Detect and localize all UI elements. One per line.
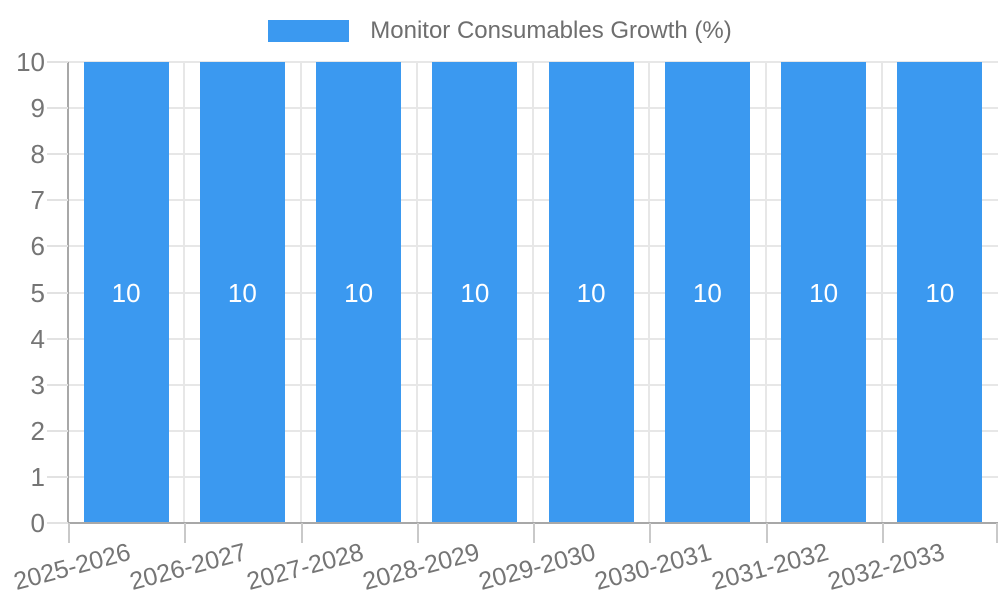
bar-value-label: 10	[344, 277, 374, 308]
bar-value-label: 10	[460, 277, 490, 308]
y-axis-tick-label: 4	[30, 323, 45, 354]
vertical-gridline	[880, 62, 883, 523]
x-axis-tick	[765, 523, 768, 543]
vertical-gridline	[648, 62, 651, 523]
legend-label: Monitor Consumables Growth (%)	[370, 17, 732, 44]
y-axis-tick	[47, 291, 68, 294]
bar[interactable]	[781, 62, 867, 523]
x-axis-tick	[300, 523, 303, 543]
bar-value-label: 10	[227, 277, 257, 308]
x-axis-tick	[649, 523, 652, 543]
y-axis-tick-label: 6	[30, 231, 45, 262]
legend-swatch	[268, 20, 350, 42]
bar[interactable]	[199, 62, 285, 523]
y-axis-tick-label: 0	[30, 508, 45, 538]
y-axis-tick-label: 8	[30, 139, 45, 170]
vertical-gridline	[183, 62, 186, 523]
y-axis-tick	[47, 475, 68, 478]
vertical-gridline	[764, 62, 767, 523]
y-axis-tick	[47, 61, 68, 63]
plot-area: 10 10 10 10 10 10 10 10	[68, 61, 998, 523]
y-axis-tick	[47, 107, 68, 110]
vertical-gridline	[415, 62, 418, 523]
x-axis-tick	[416, 523, 419, 543]
bar[interactable]	[432, 62, 518, 523]
bar-value-label: 10	[576, 277, 606, 308]
bar[interactable]	[548, 62, 634, 523]
x-axis-tick	[184, 523, 187, 543]
y-axis-tick-label: 2	[30, 415, 45, 446]
y-axis-tick-label: 5	[30, 277, 45, 308]
y-axis-line	[67, 62, 69, 523]
bar[interactable]	[897, 62, 983, 523]
bar-value-label: 10	[925, 277, 955, 308]
bar-value-label: 10	[111, 277, 141, 308]
bar-value-label: 10	[809, 277, 839, 308]
y-axis-tick	[47, 429, 68, 432]
y-axis-tick-label: 7	[30, 185, 45, 216]
y-axis-tick	[47, 337, 68, 340]
y-axis-tick	[47, 383, 68, 386]
vertical-gridline	[299, 62, 302, 523]
y-axis-tick-label: 1	[30, 461, 45, 492]
y-axis-tick-label: 9	[30, 93, 45, 124]
bar[interactable]	[664, 62, 750, 523]
y-axis-tick	[47, 245, 68, 248]
y-axis-tick	[47, 522, 68, 524]
x-axis-tick	[881, 523, 884, 543]
y-axis-tick-label: 3	[30, 369, 45, 400]
y-axis-tick	[47, 153, 68, 156]
x-axis-tick	[996, 523, 998, 543]
vertical-gridline	[532, 62, 534, 523]
chart-legend[interactable]: Monitor Consumables Growth (%)	[0, 17, 1000, 45]
y-axis-tick	[47, 199, 68, 202]
bar[interactable]	[316, 62, 402, 523]
x-axis-tick	[68, 523, 70, 543]
bar-value-label: 10	[692, 277, 722, 308]
bar[interactable]	[83, 62, 169, 523]
y-axis-tick-label: 10	[16, 47, 45, 77]
x-axis-tick	[533, 523, 535, 543]
